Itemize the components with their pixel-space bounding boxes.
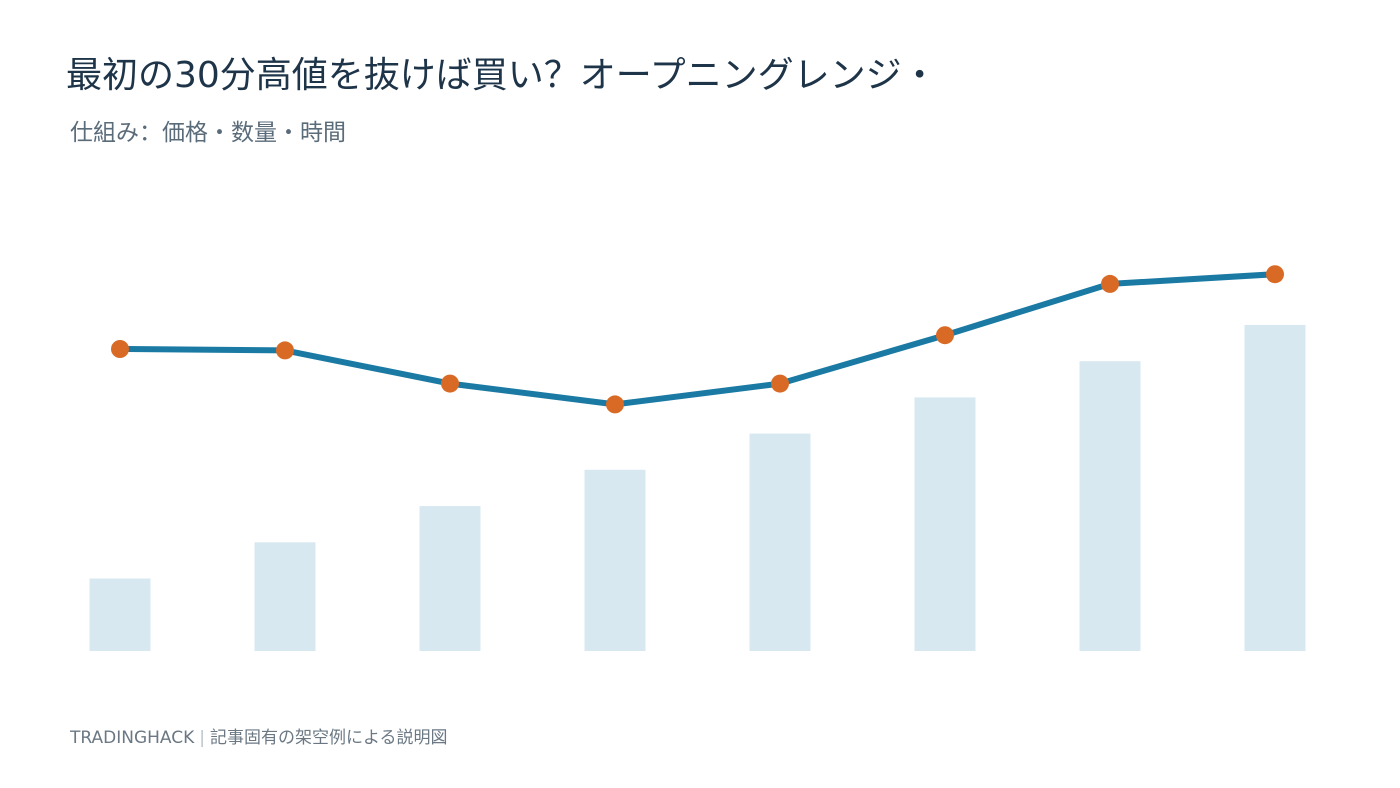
volume-bar (584, 469, 646, 651)
price-point (771, 374, 789, 393)
footer-note: 記事固有の架空例による説明図 (210, 728, 448, 748)
volume-bar (1079, 361, 1141, 651)
price-line-layer (117, 271, 1278, 408)
volume-bar (419, 506, 481, 651)
chart-subtitle: 仕組み：価格・数量・時間 (70, 120, 346, 146)
price-point (276, 341, 294, 360)
price-point (1266, 265, 1284, 284)
price-point (1101, 274, 1119, 293)
price-point (606, 395, 624, 414)
volume-bar (914, 397, 976, 651)
price-point (936, 326, 954, 345)
footer: TRADINGHACK | 記事固有の架空例による説明図 (70, 723, 448, 748)
volume-bar (254, 542, 316, 651)
volume-bar (89, 578, 151, 651)
price-line (117, 271, 1278, 408)
volume-bars (89, 324, 1306, 651)
price-point (111, 340, 129, 358)
price-markers (111, 265, 1284, 414)
volume-bar (749, 433, 811, 651)
price-point (441, 374, 459, 393)
chart-title: 最初の30分高値を抜けば買い？オープニングレンジ・ (66, 55, 938, 96)
footer-separator: | (199, 728, 205, 748)
volume-bar (1244, 324, 1306, 651)
footer-brand: TRADINGHACK (70, 728, 195, 748)
